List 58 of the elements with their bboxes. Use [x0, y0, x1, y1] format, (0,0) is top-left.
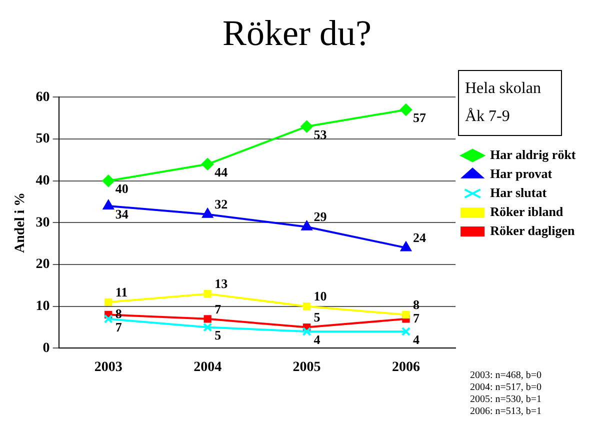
text: 2003: n=468, b=0	[470, 370, 542, 382]
data-label: 5	[214, 328, 222, 343]
point	[104, 298, 112, 306]
x-tick-label: 2006	[392, 360, 420, 376]
data-label: 24	[412, 230, 426, 246]
x-tick-label: 2003	[94, 360, 122, 376]
data-label: 10	[314, 288, 327, 304]
y-tick-label: 30	[36, 215, 50, 230]
text: 2004: n=517, b=0	[470, 382, 542, 394]
point	[302, 326, 312, 336]
legend-label: Röker ibland	[490, 204, 564, 219]
legend-label: Har aldrig rökt	[490, 146, 576, 162]
data-label: 29	[314, 209, 328, 224]
point	[103, 200, 114, 210]
point	[102, 174, 114, 187]
data-label: 40	[115, 181, 128, 196]
y-axis-title: Andel i %	[13, 192, 28, 254]
legend-label: Har provat	[490, 166, 553, 181]
y-tick-label: 20	[36, 257, 50, 272]
x-tick-label: 2005	[292, 360, 321, 376]
point	[203, 322, 212, 332]
text: Hela skolan	[465, 79, 542, 99]
y-tick-label: 50	[36, 132, 50, 147]
point	[400, 242, 412, 252]
point	[402, 310, 410, 319]
point	[302, 302, 311, 310]
y-tick-label: 60	[36, 90, 50, 105]
point	[204, 290, 212, 298]
point	[300, 120, 313, 132]
point	[401, 326, 411, 336]
x-tick-label: 2004	[194, 360, 222, 376]
data-label: 34	[115, 206, 129, 222]
data-label: 4	[314, 332, 321, 347]
data-label: 13	[214, 276, 228, 292]
data-label: 44	[214, 164, 228, 180]
y-tick-label: 10	[36, 298, 50, 314]
text: 2005: n=530, b=1	[470, 394, 542, 406]
legend-label: Röker dagligen	[490, 222, 576, 238]
point	[301, 220, 312, 230]
point	[104, 314, 113, 324]
point	[204, 315, 212, 323]
data-label: 4	[412, 332, 420, 347]
point	[400, 104, 412, 116]
legend-label: Har slutat	[490, 184, 548, 200]
y-tick-label: 0	[42, 340, 50, 356]
data-label: 53	[314, 126, 328, 142]
point	[202, 208, 213, 218]
data-label: 32	[214, 196, 228, 212]
data-label: 7	[412, 310, 420, 326]
data-label: 57	[412, 110, 426, 126]
text: 2006: n=513, b=1	[470, 406, 542, 418]
data-label: 5	[314, 310, 321, 325]
text: Åk 7-9	[465, 106, 511, 127]
chart-title: Röker du?	[222, 13, 372, 54]
y-tick-label: 40	[36, 173, 50, 188]
data-label: 11	[115, 284, 128, 300]
point	[202, 158, 214, 170]
data-label: 7	[115, 319, 122, 334]
